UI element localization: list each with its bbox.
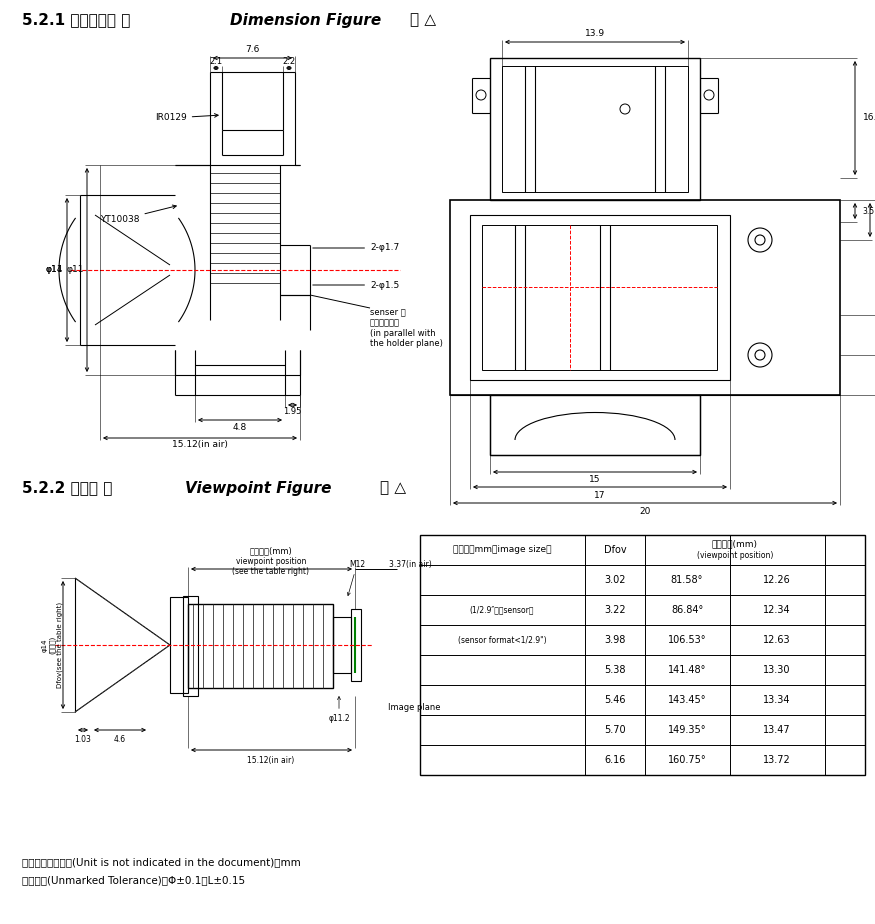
Text: 143.45°: 143.45° bbox=[668, 695, 706, 705]
Text: 3.98: 3.98 bbox=[605, 635, 626, 645]
Text: senser 面
与底座面平齐
(in parallel with
the holder plane): senser 面 与底座面平齐 (in parallel with the ho… bbox=[370, 308, 443, 348]
Bar bbox=[183, 596, 198, 696]
Text: 13.72: 13.72 bbox=[763, 755, 791, 765]
Text: 5.70: 5.70 bbox=[604, 725, 626, 735]
Text: 13.30: 13.30 bbox=[763, 665, 791, 675]
Text: 5.46: 5.46 bbox=[605, 695, 626, 705]
Bar bbox=[482, 225, 717, 370]
Text: 3.37(in air): 3.37(in air) bbox=[388, 560, 431, 568]
Text: 5.2.1 外形尺寸图 （: 5.2.1 外形尺寸图 （ bbox=[22, 13, 130, 28]
Text: 141.48°: 141.48° bbox=[668, 665, 706, 675]
Text: φ11: φ11 bbox=[66, 265, 84, 274]
Text: 未注公差(Unmarked Tolerance)：Φ±0.1，L±0.15: 未注公差(Unmarked Tolerance)：Φ±0.1，L±0.15 bbox=[22, 875, 245, 885]
Text: Dfov: Dfov bbox=[604, 545, 626, 555]
Bar bbox=[490, 395, 700, 455]
Text: 15: 15 bbox=[589, 476, 601, 484]
Bar bbox=[351, 609, 361, 681]
Text: 149.35°: 149.35° bbox=[668, 725, 706, 735]
Text: 13.9: 13.9 bbox=[585, 30, 605, 39]
Text: φ14
(见表格)
Dfov(see the table right): φ14 (见表格) Dfov(see the table right) bbox=[41, 602, 62, 688]
Text: 160.75°: 160.75° bbox=[668, 755, 706, 765]
Text: 4.8: 4.8 bbox=[233, 422, 247, 432]
Text: M12: M12 bbox=[347, 560, 365, 596]
Text: (viewpoint position): (viewpoint position) bbox=[696, 552, 774, 561]
Text: 17: 17 bbox=[594, 491, 605, 500]
Text: 7.6: 7.6 bbox=[245, 45, 259, 55]
Text: 6.16: 6.16 bbox=[605, 755, 626, 765]
Bar bbox=[170, 597, 188, 693]
Text: 3.02: 3.02 bbox=[605, 575, 626, 585]
Text: ） △: ） △ bbox=[380, 480, 406, 495]
Bar bbox=[490, 58, 700, 200]
Text: 16.9: 16.9 bbox=[863, 114, 875, 123]
Text: YT10038: YT10038 bbox=[100, 205, 176, 225]
Text: 2-φ1.7: 2-φ1.7 bbox=[312, 244, 399, 252]
Text: Viewpoint Figure: Viewpoint Figure bbox=[185, 480, 332, 495]
Text: φ11: φ11 bbox=[46, 265, 63, 274]
Text: viewpoint position: viewpoint position bbox=[236, 556, 306, 565]
Text: 2-φ1.5: 2-φ1.5 bbox=[312, 281, 399, 289]
Text: 视点位置(mm): 视点位置(mm) bbox=[712, 540, 758, 549]
Text: ） △: ） △ bbox=[410, 13, 436, 28]
Text: 5.2.2 视点图 （: 5.2.2 视点图 （ bbox=[22, 480, 112, 495]
Text: 13.47: 13.47 bbox=[763, 725, 791, 735]
Text: (1/2.9″以下sensor）: (1/2.9″以下sensor） bbox=[470, 605, 535, 614]
Text: 106.53°: 106.53° bbox=[668, 635, 706, 645]
Text: 3.5: 3.5 bbox=[862, 206, 874, 215]
Text: φ11.2: φ11.2 bbox=[328, 697, 350, 723]
Text: 12.63: 12.63 bbox=[763, 635, 791, 645]
Text: 2.2: 2.2 bbox=[283, 57, 296, 67]
Text: 12.26: 12.26 bbox=[763, 575, 791, 585]
Text: 12.34: 12.34 bbox=[763, 605, 791, 615]
Text: Dimension Figure: Dimension Figure bbox=[230, 13, 382, 28]
Text: φ14: φ14 bbox=[46, 265, 63, 274]
Text: 2.1: 2.1 bbox=[209, 57, 222, 67]
Text: 15.12(in air): 15.12(in air) bbox=[172, 441, 228, 449]
Bar bbox=[450, 200, 840, 395]
Bar bbox=[333, 617, 351, 673]
Text: IR0129: IR0129 bbox=[155, 114, 218, 123]
Text: (see the table right): (see the table right) bbox=[233, 567, 310, 577]
Bar bbox=[470, 215, 730, 380]
Text: 像面大小mm（image size）: 像面大小mm（image size） bbox=[452, 545, 551, 554]
Text: 5.38: 5.38 bbox=[605, 665, 626, 675]
Text: 视点位置(mm): 视点位置(mm) bbox=[249, 546, 292, 555]
Text: 4.6: 4.6 bbox=[114, 736, 126, 745]
Bar bbox=[188, 604, 333, 688]
Text: Image plane: Image plane bbox=[388, 703, 440, 712]
Text: 86.84°: 86.84° bbox=[671, 605, 704, 615]
Text: 3.22: 3.22 bbox=[604, 605, 626, 615]
Text: 81.58°: 81.58° bbox=[671, 575, 704, 585]
Text: (sensor format<1/2.9"): (sensor format<1/2.9") bbox=[458, 636, 546, 645]
Text: 20: 20 bbox=[640, 506, 651, 516]
Text: 本规格书未注单位(Unit is not indicated in the document)：mm: 本规格书未注单位(Unit is not indicated in the do… bbox=[22, 857, 301, 867]
Text: 1.03: 1.03 bbox=[74, 736, 92, 745]
Text: 13.34: 13.34 bbox=[763, 695, 791, 705]
Text: 15.12(in air): 15.12(in air) bbox=[248, 756, 295, 764]
Text: 1.95: 1.95 bbox=[283, 407, 301, 417]
Bar bbox=[420, 535, 865, 775]
Bar bbox=[502, 66, 688, 192]
